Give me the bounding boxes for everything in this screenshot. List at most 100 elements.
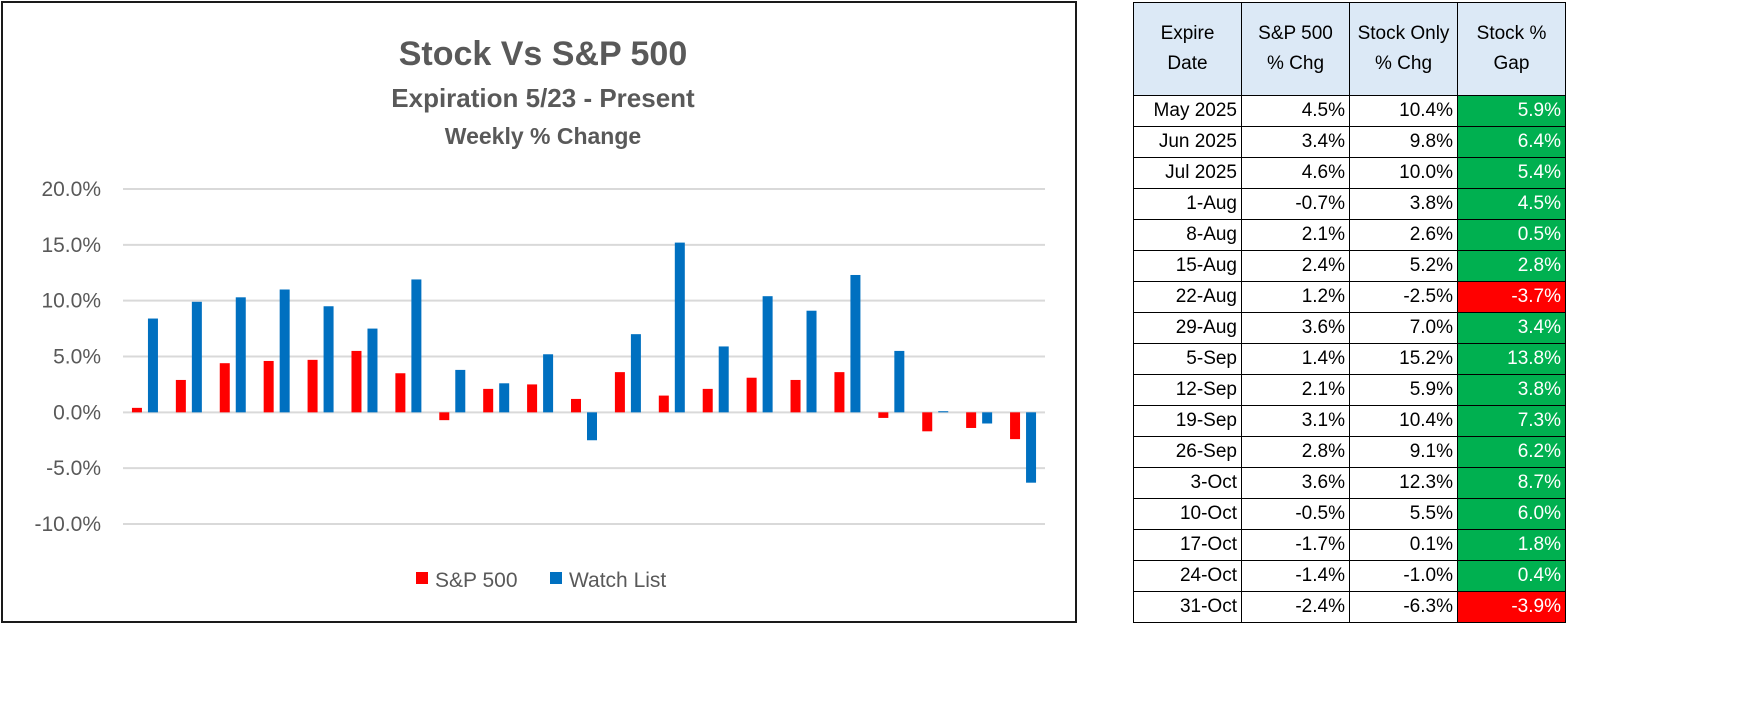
- cell-gap: 2.8%: [1457, 250, 1566, 282]
- cell-gap: 3.4%: [1457, 312, 1566, 344]
- bar-sp500: [790, 379, 801, 413]
- cell-stock-chg: 3.8%: [1349, 188, 1458, 220]
- bar-watch-list: [938, 411, 949, 413]
- legend-swatch-watch-list: [550, 572, 562, 584]
- bar-watch-list: [1026, 412, 1037, 483]
- cell-sp500-chg: 3.6%: [1241, 467, 1350, 499]
- cell-sp500-chg: 1.2%: [1241, 281, 1350, 313]
- table-body: May 2025 4.5% 10.4% 5.9% Jun 2025 3.4% 9.8% 6.4…: [1133, 95, 1566, 623]
- y-tick-label: -10.0%: [34, 513, 101, 536]
- bar-sp500: [702, 388, 713, 413]
- cell-gap: 6.0%: [1457, 498, 1566, 530]
- legend-swatch-sp500: [416, 572, 428, 584]
- cell-sp500-chg: -2.4%: [1241, 591, 1350, 623]
- table-row: 26-Sep 2.8% 9.1% 6.2%: [1133, 436, 1566, 468]
- bar-sp500: [131, 407, 142, 413]
- header-sp500-chg: S&P 500 % Chg: [1241, 2, 1350, 96]
- cell-stock-chg: -2.5%: [1349, 281, 1458, 313]
- bar-watch-list: [235, 297, 246, 413]
- bar-watch-list: [411, 279, 422, 413]
- bars-layer: [131, 242, 1037, 483]
- cell-date: 10-Oct: [1133, 498, 1242, 530]
- cell-gap: 5.4%: [1457, 157, 1566, 189]
- cell-stock-chg: 7.0%: [1349, 312, 1458, 344]
- y-tick-label: -5.0%: [46, 457, 101, 480]
- table-row: 10-Oct -0.5% 5.5% 6.0%: [1133, 498, 1566, 530]
- cell-gap: 3.8%: [1457, 374, 1566, 406]
- table-row: 31-Oct -2.4% -6.3% -3.9%: [1133, 591, 1566, 623]
- cell-sp500-chg: 3.6%: [1241, 312, 1350, 344]
- cell-date: 17-Oct: [1133, 529, 1242, 561]
- cell-date: 24-Oct: [1133, 560, 1242, 592]
- bar-sp500: [746, 377, 757, 413]
- cell-gap: 0.5%: [1457, 219, 1566, 251]
- cell-sp500-chg: 4.5%: [1241, 95, 1350, 127]
- bar-watch-list: [191, 301, 202, 413]
- cell-stock-chg: 12.3%: [1349, 467, 1458, 499]
- cell-gap: 1.8%: [1457, 529, 1566, 561]
- cell-stock-chg: 9.1%: [1349, 436, 1458, 468]
- bar-sp500: [175, 379, 186, 413]
- cell-stock-chg: 10.0%: [1349, 157, 1458, 189]
- cell-date: 5-Sep: [1133, 343, 1242, 375]
- cell-gap: 5.9%: [1457, 95, 1566, 127]
- table-row: 17-Oct -1.7% 0.1% 1.8%: [1133, 529, 1566, 561]
- chart-legend: S&P 500 Watch List: [416, 569, 666, 592]
- bar-sp500: [263, 360, 274, 413]
- chart-title: Stock Vs S&P 500: [399, 35, 688, 73]
- cell-stock-chg: 2.6%: [1349, 219, 1458, 251]
- data-table: Expire Date S&P 500 % Chg Stock Only % C…: [1133, 2, 1566, 623]
- cell-sp500-chg: 4.6%: [1241, 157, 1350, 189]
- bar-watch-list: [279, 289, 290, 413]
- cell-sp500-chg: 2.8%: [1241, 436, 1350, 468]
- table-row: May 2025 4.5% 10.4% 5.9%: [1133, 95, 1566, 127]
- bar-watch-list: [543, 354, 554, 413]
- bar-watch-list: [850, 274, 861, 413]
- bar-sp500: [966, 412, 977, 428]
- table-row: 22-Aug 1.2% -2.5% -3.7%: [1133, 281, 1566, 313]
- cell-gap: 6.2%: [1457, 436, 1566, 468]
- bar-watch-list: [894, 350, 905, 413]
- y-tick-label: 15.0%: [41, 234, 101, 257]
- cell-sp500-chg: -0.7%: [1241, 188, 1350, 220]
- table-row: 5-Sep 1.4% 15.2% 13.8%: [1133, 343, 1566, 375]
- header-stock-gap: Stock % Gap: [1457, 2, 1566, 96]
- bar-sp500: [571, 398, 581, 413]
- bar-watch-list: [718, 346, 729, 413]
- cell-sp500-chg: -1.7%: [1241, 529, 1350, 561]
- cell-stock-chg: 5.5%: [1349, 498, 1458, 530]
- cell-stock-chg: 10.4%: [1349, 95, 1458, 127]
- cell-stock-chg: 15.2%: [1349, 343, 1458, 375]
- cell-sp500-chg: 1.4%: [1241, 343, 1350, 375]
- bar-watch-list: [587, 412, 597, 441]
- cell-sp500-chg: 2.1%: [1241, 374, 1350, 406]
- bar-watch-list: [982, 412, 993, 424]
- cell-date: 31-Oct: [1133, 591, 1242, 623]
- y-tick-label: 5.0%: [53, 346, 101, 369]
- bar-watch-list: [630, 334, 641, 413]
- bar-sp500: [922, 412, 933, 432]
- cell-gap: 8.7%: [1457, 467, 1566, 499]
- table-row: 1-Aug -0.7% 3.8% 4.5%: [1133, 188, 1566, 220]
- bar-watch-list: [323, 306, 334, 413]
- cell-date: Jun 2025: [1133, 126, 1242, 158]
- chart-subtitle-2: Weekly % Change: [445, 123, 641, 149]
- cell-stock-chg: 0.1%: [1349, 529, 1458, 561]
- table-row: 12-Sep 2.1% 5.9% 3.8%: [1133, 374, 1566, 406]
- bar-watch-list: [674, 242, 685, 413]
- bar-sp500: [395, 373, 406, 413]
- bar-sp500: [1010, 412, 1021, 440]
- bar-watch-list: [499, 383, 510, 413]
- bar-sp500: [307, 359, 318, 413]
- cell-date: Jul 2025: [1133, 157, 1242, 189]
- bar-sp500: [351, 350, 362, 413]
- cell-sp500-chg: 2.1%: [1241, 219, 1350, 251]
- table-row: 8-Aug 2.1% 2.6% 0.5%: [1133, 219, 1566, 251]
- cell-gap: 0.4%: [1457, 560, 1566, 592]
- bar-sp500: [439, 412, 450, 421]
- cell-date: 29-Aug: [1133, 312, 1242, 344]
- cell-gap: 6.4%: [1457, 126, 1566, 158]
- bar-watch-list: [762, 296, 773, 413]
- cell-date: 15-Aug: [1133, 250, 1242, 282]
- bar-watch-list: [806, 310, 817, 413]
